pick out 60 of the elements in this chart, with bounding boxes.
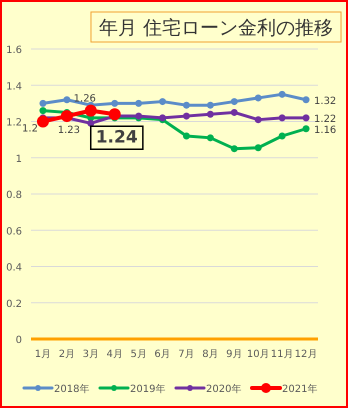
point xyxy=(230,98,238,106)
x-tick-label: 1月 xyxy=(34,349,52,360)
point xyxy=(84,104,97,117)
point xyxy=(111,100,118,107)
point xyxy=(108,108,121,120)
point xyxy=(60,110,73,122)
x-tick-label: 12月 xyxy=(294,349,318,360)
point xyxy=(278,132,286,140)
x-tick-label: 5月 xyxy=(130,349,147,360)
x-tick-label: 7月 xyxy=(178,349,195,360)
y-tick-label: 1.4 xyxy=(6,81,22,92)
y-tick-label: 0.4 xyxy=(6,262,22,274)
point xyxy=(36,116,49,128)
x-tick-label: 2月 xyxy=(58,349,76,360)
point xyxy=(182,102,190,109)
point xyxy=(135,100,142,107)
point xyxy=(278,114,286,122)
point xyxy=(159,98,166,106)
data-label: 1.23 xyxy=(58,125,80,136)
point xyxy=(302,114,310,122)
point xyxy=(254,94,262,102)
point xyxy=(206,102,214,109)
x-tick-label: 6月 xyxy=(154,349,171,360)
point xyxy=(39,100,46,107)
point xyxy=(206,134,214,142)
x-tick-label: 11月 xyxy=(270,349,294,360)
y-tick-label: 1.6 xyxy=(6,45,22,56)
x-tick-label: 9月 xyxy=(226,349,242,360)
point xyxy=(206,110,214,118)
point xyxy=(254,144,262,152)
point xyxy=(302,125,310,132)
data-label: 1.16 xyxy=(314,124,336,136)
y-tick-label: 1 xyxy=(16,154,22,165)
point xyxy=(254,116,262,124)
y-tick-label: 0.8 xyxy=(6,190,22,201)
chart-title: 年月 住宅ローン金利の推移 xyxy=(98,17,334,39)
point xyxy=(302,96,310,104)
data-label: 1.22 xyxy=(314,114,336,125)
point xyxy=(63,96,70,104)
legend-label: 2021年 xyxy=(282,383,318,395)
y-tick-label: 0.2 xyxy=(6,298,22,310)
x-tick-label: 10月 xyxy=(246,349,270,360)
x-tick-label: 3月 xyxy=(82,349,99,360)
point xyxy=(230,108,238,116)
legend-label: 2019年 xyxy=(130,383,166,395)
point xyxy=(230,145,238,152)
x-tick-label: 4月 xyxy=(106,349,123,360)
point xyxy=(182,132,190,140)
point xyxy=(182,112,190,120)
data-label: 1.24 xyxy=(96,127,138,148)
y-tick-label: 0 xyxy=(16,335,22,346)
legend-label: 2018年 xyxy=(54,383,90,395)
x-tick-label: 8月 xyxy=(202,349,219,360)
point xyxy=(278,90,286,98)
data-label: 1.26 xyxy=(74,94,96,105)
y-tick-label: 0.6 xyxy=(6,226,22,238)
data-label: 1.32 xyxy=(314,96,336,107)
point xyxy=(39,107,46,114)
legend-label: 2020年 xyxy=(206,383,242,395)
y-tick-label: 1.2 xyxy=(6,118,22,128)
